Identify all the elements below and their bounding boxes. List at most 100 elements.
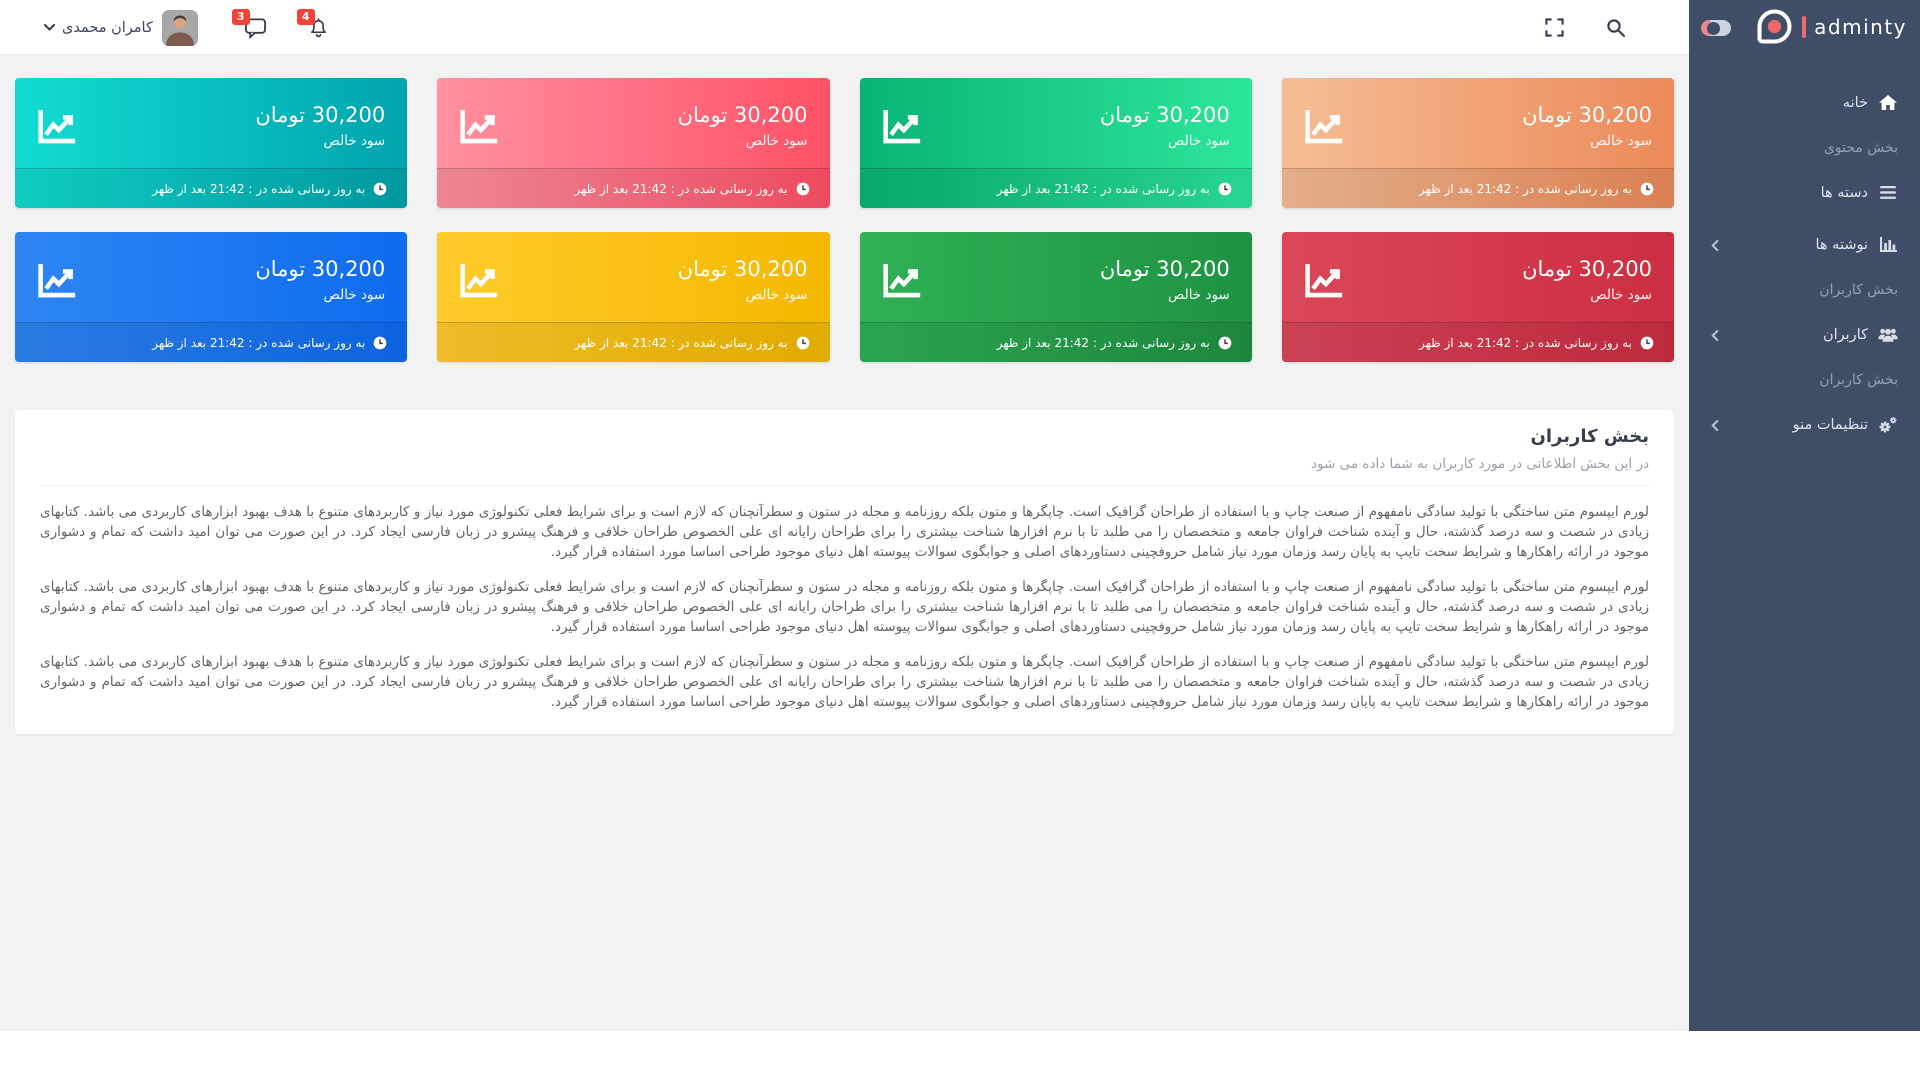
stat-card-green: 30,200 تومان سود خالص به روز رسانی شده د… <box>859 232 1252 362</box>
sidebar-menu: خانه بخش محتوی دسته ها نوشته ها <box>1689 55 1920 447</box>
card-updated-text: به روز رسانی شده در : 21:42 بعد از ظهر <box>152 181 366 196</box>
sidebar-item-label: خانه <box>1842 94 1868 111</box>
chart-line-icon <box>37 108 77 145</box>
sidebar-item-users[interactable]: کاربران <box>1689 312 1920 357</box>
card-value: 30,200 تومان <box>1522 257 1652 281</box>
card-updated: به روز رسانی شده در : 21:42 بعد از ظهر <box>859 322 1252 362</box>
card-label: سود خالص <box>1168 133 1230 149</box>
top-navbar: کامران محمدی 3 4 <box>0 0 1689 55</box>
sidebar-item-posts[interactable]: نوشته ها <box>1689 222 1920 267</box>
clock-icon <box>796 336 810 350</box>
body-paragraph: لورم ایپسوم متن ساختگی با تولید سادگی نا… <box>40 654 1649 710</box>
page-footer <box>0 1031 1920 1087</box>
card-updated: به روز رسانی شده در : 21:42 بعد از ظهر <box>15 322 408 362</box>
chevron-left-icon <box>1711 239 1719 255</box>
body-paragraph: لورم ایپسوم متن ساختگی با تولید سادگی نا… <box>40 504 1649 560</box>
sidebar-item-home[interactable]: خانه <box>1689 80 1920 125</box>
search-icon <box>1607 18 1626 37</box>
card-label: سود خالص <box>323 287 386 303</box>
card-value: 30,200 تومان <box>1099 103 1230 127</box>
card-updated: به روز رسانی شده در : 21:42 بعد از ظهر <box>15 168 408 208</box>
notifications-count-badge: 4 <box>296 9 315 25</box>
card-updated-text: به روز رسانی شده در : 21:42 بعد از ظهر <box>1418 335 1632 350</box>
sidebar-toggle[interactable] <box>1701 20 1731 36</box>
card-label: سود خالص <box>323 133 386 149</box>
sidebar-item-label: تنظیمات منو <box>1792 416 1868 433</box>
panel-header: بخش کاربران در این بخش اطلاعاتی در مورد … <box>40 426 1649 486</box>
sidebar-item-categories[interactable]: دسته ها <box>1689 170 1920 215</box>
users-icon <box>1876 327 1900 342</box>
brand-logo-icon <box>1757 9 1792 44</box>
stat-card-yellow: 30,200 تومان سود خالص به روز رسانی شده د… <box>437 232 830 362</box>
main-content: 30,200 تومان سود خالص به روز رسانی شده د… <box>0 55 1689 1031</box>
clock-icon <box>373 182 387 196</box>
navbar-tools <box>1545 0 1626 55</box>
sidebar-section-content: بخش محتوی <box>1823 139 1898 156</box>
list-icon <box>1876 186 1900 199</box>
card-updated-text: به روز رسانی شده در : 21:42 بعد از ظهر <box>1418 181 1632 196</box>
chart-line-icon <box>459 108 499 145</box>
chat-icon <box>244 17 266 39</box>
chart-line-icon <box>882 108 922 145</box>
sidebar-item-menu-settings[interactable]: تنظیمات منو <box>1689 402 1920 447</box>
card-updated-text: به روز رسانی شده در : 21:42 بعد از ظهر <box>574 181 788 196</box>
stat-card-orange: 30,200 تومان سود خالص به روز رسانی شده د… <box>1281 78 1674 208</box>
card-value: 30,200 تومان <box>677 103 808 127</box>
stat-card-pink: 30,200 تومان سود خالص به روز رسانی شده د… <box>437 78 830 208</box>
fullscreen-button[interactable] <box>1545 18 1564 37</box>
clock-icon <box>1218 182 1232 196</box>
card-value: 30,200 تومان <box>677 257 808 281</box>
card-updated: به روز رسانی شده در : 21:42 بعد از ظهر <box>1281 168 1674 208</box>
clock-icon <box>796 182 810 196</box>
bell-icon <box>310 18 326 38</box>
clock-icon <box>1640 182 1654 196</box>
clock-icon <box>373 336 387 350</box>
card-label: سود خالص <box>745 133 808 149</box>
page-title: بخش کاربران <box>1530 426 1649 447</box>
card-updated: به روز رسانی شده در : 21:42 بعد از ظهر <box>1281 322 1674 362</box>
card-label: سود خالص <box>745 287 808 303</box>
users-section-panel: بخش کاربران در این بخش اطلاعاتی در مورد … <box>15 410 1674 734</box>
brand-accent-bar <box>1802 15 1807 38</box>
card-updated: به روز رسانی شده در : 21:42 بعد از ظهر <box>437 322 830 362</box>
stat-card-teal: 30,200 تومان سود خالص به روز رسانی شده د… <box>15 78 408 208</box>
sidebar-item-label: نوشته ها <box>1815 236 1869 253</box>
card-updated-text: به روز رسانی شده در : 21:42 بعد از ظهر <box>574 335 788 350</box>
card-label: سود خالص <box>1168 287 1230 303</box>
clock-icon <box>1640 336 1654 350</box>
chart-line-icon <box>882 262 922 299</box>
sidebar-item-label: دسته ها <box>1820 184 1868 201</box>
chart-line-icon <box>1304 262 1344 299</box>
messages-count-badge: 3 <box>231 8 250 25</box>
brand[interactable]: adminty <box>1756 8 1907 45</box>
chevron-left-icon <box>1711 329 1719 345</box>
chart-line-icon <box>1304 108 1344 145</box>
notifications-button[interactable]: 4 <box>296 9 328 38</box>
stat-card-blue: 30,200 تومان سود خالص به روز رسانی شده د… <box>15 232 408 362</box>
gears-icon <box>1876 416 1900 434</box>
card-value: 30,200 تومان <box>255 257 386 281</box>
stat-card-red: 30,200 تومان سود خالص به روز رسانی شده د… <box>1281 232 1674 362</box>
chevron-left-icon <box>1711 419 1719 435</box>
card-updated-text: به روز رسانی شده در : 21:42 بعد از ظهر <box>996 335 1210 350</box>
user-menu-cluster: کامران محمدی 3 4 <box>44 0 328 55</box>
home-icon <box>1876 95 1900 110</box>
search-button[interactable] <box>1606 18 1626 38</box>
bar-chart-icon <box>1876 237 1900 252</box>
card-updated: به روز رسانی شده در : 21:42 بعد از ظهر <box>859 168 1252 208</box>
fullscreen-icon <box>1545 18 1564 37</box>
messages-button[interactable]: 3 <box>231 8 267 39</box>
page-subtitle: در این بخش اطلاعاتی در مورد کاربران به ش… <box>1311 456 1649 472</box>
chevron-down-icon[interactable] <box>44 24 55 31</box>
card-value: 30,200 تومان <box>255 103 386 127</box>
card-value: 30,200 تومان <box>1099 257 1230 281</box>
brand-name: adminty <box>1814 14 1907 39</box>
clock-icon <box>1218 336 1232 350</box>
card-updated-text: به روز رسانی شده در : 21:42 بعد از ظهر <box>996 181 1210 196</box>
card-label: سود خالص <box>1590 133 1652 149</box>
stat-card-mint: 30,200 تومان سود خالص به روز رسانی شده د… <box>859 78 1252 208</box>
user-name[interactable]: کامران محمدی <box>62 19 153 36</box>
avatar[interactable] <box>161 9 198 46</box>
sidebar-section-users: بخش کاربران <box>1819 281 1898 298</box>
chart-line-icon <box>37 262 77 299</box>
